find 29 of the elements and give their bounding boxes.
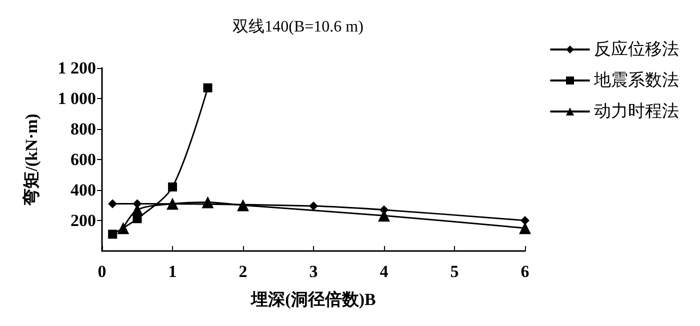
chart-title: 双线140(B=10.6 m) xyxy=(232,18,364,36)
legend-label: 地震系数法 xyxy=(593,70,679,90)
point xyxy=(108,199,118,208)
x-tick-label: 1 xyxy=(168,262,177,281)
y-tick-label: 200 xyxy=(70,211,96,230)
legend-label: 反应位移法 xyxy=(594,40,679,60)
x-axis-title: 埋深(洞径倍数)B xyxy=(250,290,376,309)
y-tick-label: 1 000 xyxy=(58,89,96,108)
point xyxy=(166,198,178,210)
point xyxy=(237,199,249,212)
x-tick-label: 0 xyxy=(98,262,106,281)
point xyxy=(202,196,214,208)
x-tick-label: 5 xyxy=(450,262,459,281)
point xyxy=(108,230,118,239)
x-tick-label: 3 xyxy=(309,262,318,281)
x-tick-label: 4 xyxy=(380,262,389,281)
point xyxy=(168,182,177,192)
point xyxy=(203,83,212,92)
point xyxy=(117,222,130,234)
y-tick-label: 400 xyxy=(70,180,96,200)
y-axis-title: 弯矩/(kN·m) xyxy=(22,114,41,206)
x-tick-label: 2 xyxy=(238,262,248,281)
legend-label: 动力时程法 xyxy=(594,102,679,122)
y-tick-label: 1 200 xyxy=(58,58,96,78)
point xyxy=(309,202,318,211)
point xyxy=(520,216,530,225)
y-tick-label: 600 xyxy=(70,150,96,169)
x-tick-label: 6 xyxy=(520,262,530,281)
y-tick-label: 800 xyxy=(70,120,96,138)
